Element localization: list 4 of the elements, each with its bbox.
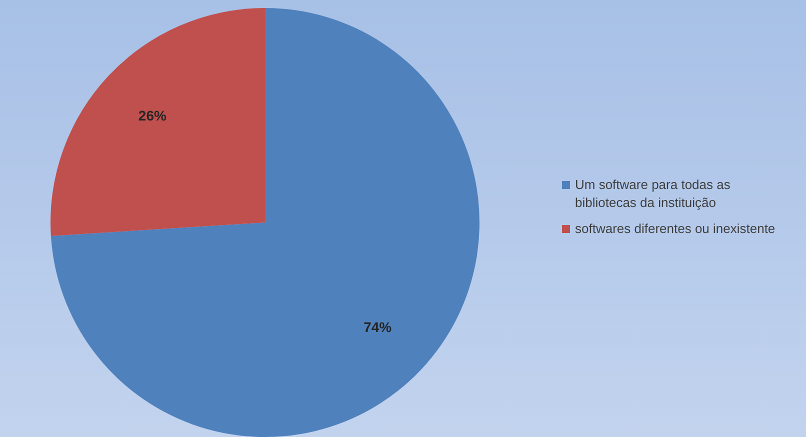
legend-label: Um software para todas as bibliotecas da instituição — [575, 176, 732, 212]
legend-label: softwares diferentes ou inexistente — [575, 220, 776, 238]
data-label: 74% — [364, 319, 392, 336]
data-label: 26% — [138, 108, 167, 124]
